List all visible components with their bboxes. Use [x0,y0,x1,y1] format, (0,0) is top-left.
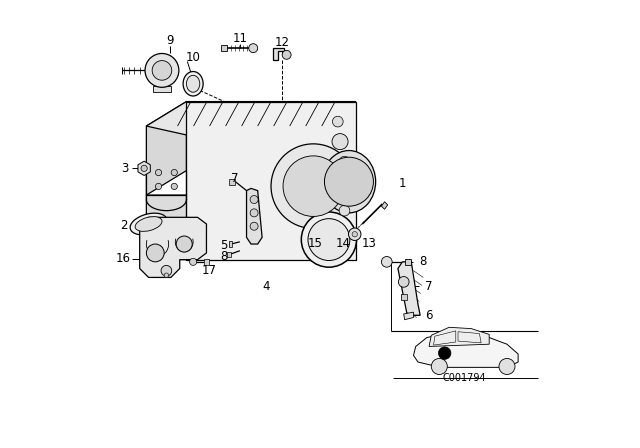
Circle shape [250,222,258,230]
Circle shape [339,156,350,167]
Text: 5: 5 [221,239,228,252]
Ellipse shape [130,213,167,235]
Circle shape [324,157,373,206]
Circle shape [352,232,357,237]
Polygon shape [227,252,231,258]
Polygon shape [246,188,262,244]
Text: 7: 7 [231,172,238,185]
Circle shape [249,44,258,52]
Ellipse shape [322,151,376,213]
Text: 15: 15 [308,237,323,250]
Circle shape [164,273,168,277]
Circle shape [381,257,392,267]
Polygon shape [147,102,186,195]
Circle shape [283,156,344,216]
Polygon shape [221,45,227,51]
Text: 12: 12 [275,36,290,49]
Text: 9: 9 [166,34,173,47]
Text: 16: 16 [116,252,131,265]
Circle shape [156,169,162,176]
Circle shape [176,236,192,252]
Text: C001794: C001794 [443,373,486,383]
Text: 7: 7 [424,280,432,293]
Text: 11: 11 [232,32,248,45]
Circle shape [161,265,172,276]
Circle shape [282,50,291,59]
Circle shape [332,116,343,127]
Polygon shape [186,102,356,260]
Polygon shape [147,195,186,260]
Ellipse shape [135,217,162,231]
Text: 8: 8 [419,255,426,268]
Circle shape [250,209,258,217]
Text: 4: 4 [262,280,269,293]
Circle shape [339,183,350,194]
Text: 10: 10 [186,52,200,65]
Circle shape [271,144,356,228]
Polygon shape [153,86,171,92]
Polygon shape [147,102,356,135]
Text: 3: 3 [122,162,129,175]
Text: 8: 8 [221,250,228,263]
Circle shape [156,183,162,190]
Text: 1: 1 [399,177,406,190]
Circle shape [431,358,447,375]
Polygon shape [401,294,407,300]
Polygon shape [204,259,209,264]
Circle shape [171,169,177,176]
Circle shape [189,258,196,265]
Polygon shape [228,241,232,247]
Polygon shape [413,333,518,367]
Circle shape [171,183,177,190]
Circle shape [301,212,356,267]
Circle shape [250,195,258,203]
Text: 13: 13 [362,237,376,250]
Circle shape [499,358,515,375]
Ellipse shape [183,72,203,96]
Polygon shape [140,217,207,277]
Circle shape [339,205,350,216]
Polygon shape [273,48,284,60]
Circle shape [141,165,147,172]
Circle shape [147,244,164,262]
Circle shape [438,347,451,359]
Text: 2: 2 [120,219,128,232]
Circle shape [349,228,361,241]
Text: 6: 6 [424,309,432,322]
Polygon shape [398,262,420,315]
Circle shape [308,219,350,260]
Polygon shape [138,161,150,176]
Polygon shape [406,259,412,265]
Ellipse shape [186,75,200,92]
Circle shape [398,276,409,287]
Polygon shape [404,312,413,320]
Circle shape [152,60,172,80]
Text: 14: 14 [335,237,351,250]
Circle shape [145,53,179,87]
Polygon shape [429,327,489,346]
Polygon shape [381,202,388,209]
Polygon shape [228,179,236,185]
Circle shape [332,134,348,150]
Text: 17: 17 [202,264,217,277]
